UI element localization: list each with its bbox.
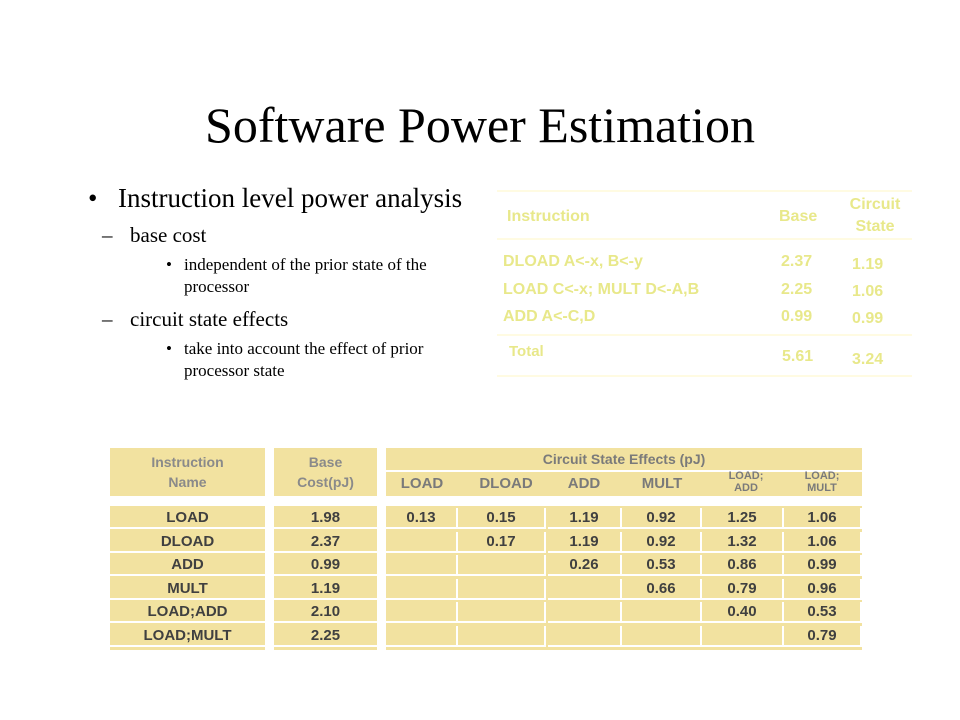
table-row-effect [548,602,622,624]
row-circuit: 1.06 [852,283,884,300]
row-base: 2.25 [781,281,813,298]
header-base: Base [779,208,818,225]
slide-title: Software Power Estimation [205,97,755,153]
table-row-effect [548,578,622,600]
table-row-effect: 1.06 [784,508,862,529]
header-cell [274,448,377,496]
table-rule [497,334,912,336]
row-instruction: LOAD C<-x; MULT D<-A,B [503,281,700,298]
row-base: 0.99 [781,308,813,325]
table-row-effect: 1.32 [702,531,784,553]
name-column [110,506,265,650]
header-instruction: Instruction [507,208,590,225]
table-row-effect: 1.25 [702,508,784,529]
total-label: Total [509,343,544,360]
table-row-effect [386,531,458,553]
detail-bullet-text: independent of the prior state of the pr… [184,255,427,296]
table-row-effect: 0.92 [622,508,702,529]
detail-bullet-text: take into account the effect of prior pr… [184,339,424,380]
table-row-effect: 0.92 [622,531,702,553]
table-row-effect: 1.19 [548,508,622,529]
table-row-base: 2.10 [274,602,377,624]
base-column [274,506,377,650]
table-row-base: 2.25 [274,626,377,647]
total-circuit: 3.24 [852,351,884,368]
table-row-base: 1.98 [274,508,377,529]
table-row-name: LOAD [110,508,265,529]
table-rule [497,190,912,192]
sub-bullet-text: base cost [130,223,207,247]
row-instruction: DLOAD A<-x, B<-y [503,253,643,270]
row-instruction: ADD A<-C,D [503,308,596,325]
table-row-base: 0.99 [274,555,377,577]
table-row-effect [458,602,546,624]
table-row-name: LOAD;ADD [110,602,265,624]
table-row-effect: 0.86 [702,555,784,577]
table-row-base: 1.19 [274,579,377,600]
col-dload: DLOAD [479,475,533,492]
table-row-effect: 0.96 [784,578,862,600]
table-row-effect: 0.17 [458,531,546,553]
sub-bullet-base-cost: – base cost [102,223,207,247]
col-mult: MULT [641,475,683,492]
header-cell [110,448,265,496]
header-circuit-state: Circuit State [849,196,901,235]
bullet-text: Instruction level power analysis [118,183,463,213]
table-row-effect [386,555,458,577]
table-row-effect: 1.19 [548,531,622,553]
header-circuit-effects: Circuit State Effects (pJ) [542,451,706,467]
header-cell [386,472,862,496]
detail-bullet-independent: • independent of the prior state of the p… [166,255,427,296]
table-row-name: MULT [110,579,265,600]
table-row-effect [386,602,458,624]
table-row-effect: 0.15 [458,508,546,529]
table-row-effect: 0.79 [784,626,862,647]
sub-bullet-text: circuit state effects [130,307,289,331]
col-load-mult: LOAD; MULT [804,470,840,494]
row-circuit: 1.19 [852,256,884,273]
table-rule [497,238,912,240]
col-load: LOAD [400,475,444,492]
table-row-effect [458,555,546,577]
table-row-effect [386,578,458,600]
table-row-effect: 0.40 [702,602,784,624]
table-row-base: 2.37 [274,532,377,553]
table-row-effect [386,626,458,647]
bullet-list: Instruction level power analysis –base c… [88,182,478,382]
col-add: ADD [567,475,601,492]
table-row-effect: 0.13 [386,508,458,529]
table-row-effect [458,578,546,600]
col-load-add: LOAD; ADD [728,470,764,494]
row-base: 2.37 [781,253,813,270]
table-row-name: DLOAD [110,532,265,553]
header-base-cost: Base Cost(pJ) [297,454,354,490]
table-row-effect: 0.99 [784,555,862,577]
table-row-effect [622,602,702,624]
table-row-effect: 0.53 [622,555,702,577]
table-row-effect [702,626,784,647]
table-row-effect: 0.53 [784,602,862,624]
header-cell [386,448,862,470]
table-row-effect: 1.06 [784,531,862,553]
row-circuit: 0.99 [852,310,884,327]
example-table: Instruction Base Circuit State DLOAD A<-… [497,190,912,378]
table-rule [497,375,912,377]
total-base: 5.61 [782,348,814,365]
table-row-name: ADD [110,555,265,577]
detail-bullet-prior-state: • take into account the effect of prior p… [166,339,424,380]
table-row-effect [622,626,702,647]
sub-bullet-circuit-state: – circuit state effects [102,307,289,331]
table-row-name: LOAD;MULT [110,626,265,647]
table-row-effect: 0.26 [548,555,622,577]
bullet-instruction-level: Instruction level power analysis [88,182,478,214]
table-row-effect: 0.79 [702,578,784,600]
table-row-effect: 0.66 [622,578,702,600]
table-row-effect [548,626,622,647]
table-row-effect [458,626,546,647]
header-instruction-name: Instruction Name [151,454,224,490]
